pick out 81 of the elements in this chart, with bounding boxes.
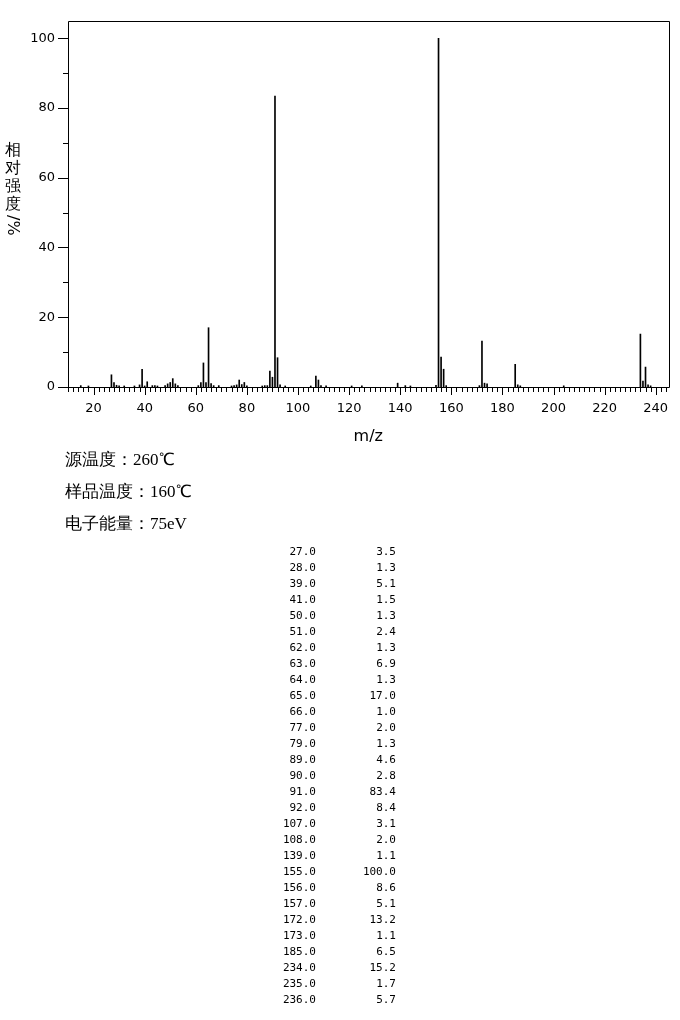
x-tick-label: 140: [387, 400, 413, 416]
text: 107.0: [281, 816, 316, 832]
text: 39.0: [288, 576, 316, 592]
text: 234.0: [281, 960, 316, 976]
text: 15.2: [368, 960, 396, 976]
text: 8.4: [375, 800, 396, 816]
text: 100.0: [361, 864, 396, 880]
y-tick-label: 0: [46, 378, 55, 394]
text: 样品温度：160℃: [65, 481, 192, 503]
text: 6.5: [375, 944, 396, 960]
x-tick-label: 60: [187, 400, 205, 416]
text: 4.6: [375, 752, 396, 768]
text: 50.0: [288, 608, 316, 624]
y-tick-label: 100: [30, 29, 55, 45]
text: 电子能量：75eV: [65, 513, 188, 535]
text: 172.0: [281, 912, 316, 928]
text: 1.3: [375, 560, 396, 576]
text: 63.0: [288, 656, 316, 672]
text: 41.0: [288, 592, 316, 608]
x-tick-label: 220: [592, 400, 618, 416]
x-tick-label: 40: [136, 400, 153, 416]
y-axis-title: 相对强度/%: [4, 140, 23, 236]
text: 157.0: [281, 896, 316, 912]
text: 5.1: [375, 896, 396, 912]
text: 28.0: [288, 560, 316, 576]
text: 92.0: [288, 800, 316, 816]
x-tick-label: 180: [490, 400, 515, 416]
text: 62.0: [288, 640, 316, 656]
text: 5.7: [375, 992, 396, 1008]
text: 5.1: [375, 576, 396, 592]
x-tick-label: 240: [643, 400, 669, 416]
text: 2.0: [375, 720, 396, 736]
text: 6.9: [375, 656, 396, 672]
text: 1.3: [375, 672, 396, 688]
text: 27.0: [288, 544, 316, 560]
y-tick-label: 80: [38, 99, 55, 115]
text: 156.0: [281, 880, 316, 896]
text: 65.0: [288, 688, 316, 704]
y-tick-label: 20: [38, 308, 55, 324]
text: 89.0: [288, 752, 316, 768]
text: 66.0: [288, 704, 316, 720]
text: 236.0: [281, 992, 316, 1008]
text: 2.8: [375, 768, 396, 784]
x-tick-label: 200: [541, 400, 566, 416]
text: 235.0: [281, 976, 316, 992]
text: 91.0: [288, 784, 316, 800]
text: 1.7: [375, 976, 396, 992]
text: 1.0: [375, 704, 396, 720]
text: 108.0: [281, 832, 316, 848]
text: 1.3: [375, 640, 396, 656]
text: 51.0: [288, 624, 316, 640]
text: 源温度：260℃: [65, 449, 176, 471]
text: 8.6: [375, 880, 396, 896]
text: 173.0: [281, 928, 316, 944]
text: 83.4: [368, 784, 396, 800]
x-tick-label: 20: [85, 400, 102, 416]
text: 77.0: [288, 720, 316, 736]
text: 1.5: [375, 592, 396, 608]
text: 185.0: [281, 944, 316, 960]
text: 17.0: [368, 688, 396, 704]
y-tick-label: 60: [38, 169, 55, 185]
x-tick-label: 80: [238, 400, 256, 416]
text: 64.0: [288, 672, 316, 688]
text: 3.5: [375, 544, 396, 560]
text: 13.2: [368, 912, 396, 928]
text: 2.4: [375, 624, 396, 640]
y-tick-label: 40: [38, 238, 55, 254]
x-tick-label: 120: [336, 400, 362, 416]
text: 1.3: [375, 736, 396, 752]
text: 90.0: [288, 768, 316, 784]
text: 139.0: [281, 848, 316, 864]
text: 155.0: [281, 864, 316, 880]
text: 79.0: [288, 736, 316, 752]
x-axis-title: m/z: [353, 425, 383, 445]
x-tick-label: 160: [438, 400, 464, 416]
text: 1.1: [375, 928, 396, 944]
x-tick-label: 100: [285, 400, 311, 416]
text: 1.1: [375, 848, 396, 864]
text: 3.1: [375, 816, 396, 832]
text: 2.0: [375, 832, 396, 848]
text: 1.3: [375, 608, 396, 624]
